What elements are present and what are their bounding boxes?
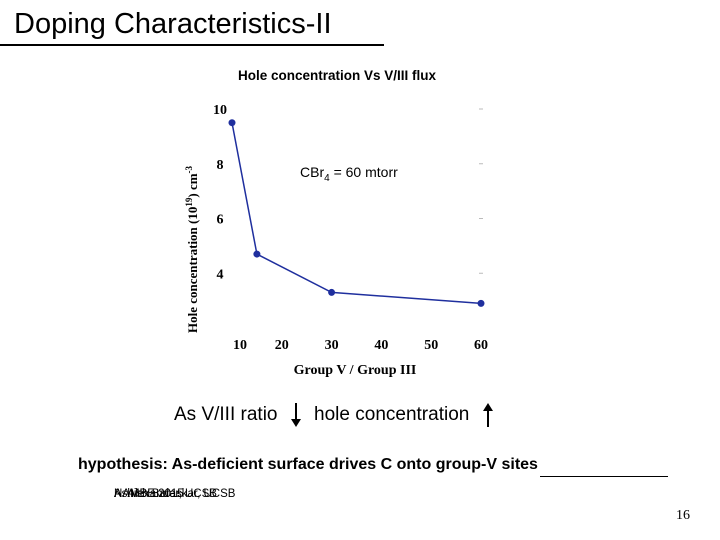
data-point-0 — [228, 119, 236, 127]
y-axis-label-main: Hole concentration (10 — [185, 207, 200, 333]
x-tick-label-0: 10 — [233, 338, 247, 353]
chart-axes — [479, 108, 483, 274]
annotation-rest: = 60 mtorr — [330, 164, 398, 180]
y-tick-label-0: 4 — [217, 267, 224, 282]
annotation-main: CBr — [300, 164, 324, 180]
line-chart: Hole concentration Vs V/III flux 4 6 8 10 10… — [184, 68, 488, 378]
chart-title: Hole concentration Vs V/III flux — [238, 68, 437, 83]
annotation-subscript: 4 — [324, 173, 330, 184]
ratio-statement: As V/III ratio hole concentration — [174, 402, 501, 428]
x-tick-label-1: 20 — [275, 338, 289, 353]
x-axis-label: Group V / Group III — [294, 363, 417, 378]
data-point-1 — [253, 250, 261, 258]
y-tick-label-2: 8 — [217, 158, 224, 173]
slide-title: Doping Characteristics-II — [14, 8, 332, 40]
chart-annotation: CBr4 = 60 mtorr — [300, 164, 398, 184]
hypothesis-text: hypothesis: As-deficient surface drives … — [78, 456, 538, 473]
footer-text-1: NAMBE 2015 — [114, 488, 184, 500]
data-point-3 — [477, 299, 485, 307]
title-underline — [0, 44, 384, 46]
y-tick-label-1: 6 — [217, 213, 224, 228]
footer-text-3: Ashish Baraskar, UCSB — [114, 488, 236, 500]
footer-text-2: A. Alexander, UCSB — [114, 488, 217, 500]
ratio-text: As V/III ratio — [174, 404, 278, 425]
arrow-down-icon — [290, 403, 301, 427]
x-tick-label-4: 50 — [424, 338, 438, 353]
data-point-2 — [328, 288, 336, 296]
series-line-0 — [231, 122, 482, 305]
hole-text: hole concentration — [314, 404, 470, 425]
y-axis-label: Hole concentration (1019) cm-3 — [184, 165, 200, 333]
x-tick-label-2: 30 — [325, 338, 339, 353]
y-axis-label-exp: 19 — [184, 197, 194, 207]
x-tick-label-5: 60 — [474, 338, 488, 353]
y-tick-label-3: 10 — [213, 103, 227, 118]
y-axis-label-unit-exp: -3 — [184, 165, 194, 173]
arrow-up-icon — [482, 403, 493, 427]
x-tick-label-3: 40 — [374, 338, 388, 353]
hypothesis-rule — [540, 476, 668, 477]
y-axis-label-unit: ) cm — [185, 173, 200, 197]
chart-ticks: 4 6 8 10 10 20 30 40 50 60 — [213, 103, 488, 353]
chart-series — [228, 119, 485, 307]
page-number: 16 — [676, 508, 690, 523]
